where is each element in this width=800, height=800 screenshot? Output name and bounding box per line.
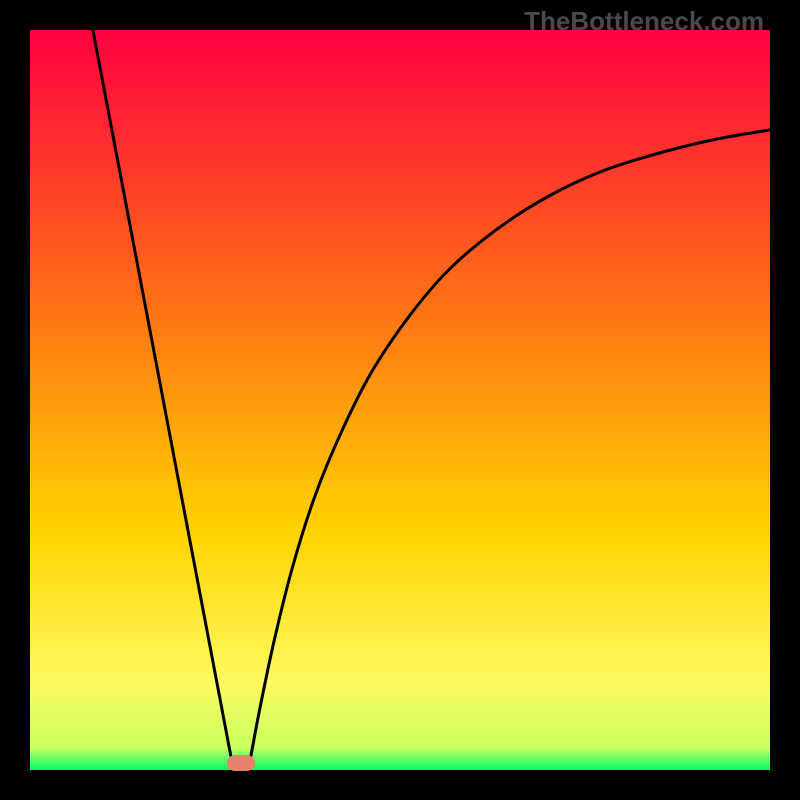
chart-frame: TheBottleneck.com [0, 0, 800, 800]
watermark-text: TheBottleneck.com [524, 6, 764, 37]
bottleneck-curve [0, 0, 800, 800]
bottleneck-marker [227, 755, 255, 771]
